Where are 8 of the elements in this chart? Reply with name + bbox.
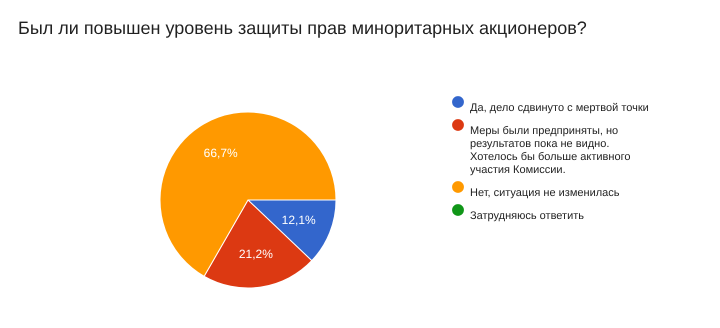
legend-label: Нет, ситуация не изменилась: [470, 187, 620, 199]
legend-label: Да, дело сдвинуто с мертвой точки: [470, 102, 649, 114]
legend-label: Меры были предприняты, но результатов пока не видно. Хотелось бы больше активного участия Комиссии.: [470, 125, 630, 176]
data-label: 12,1%: [282, 213, 316, 228]
data-label: 66,7%: [204, 146, 238, 160]
legend-label: Затрудняюсь ответить: [470, 210, 584, 222]
data-label: 21,2%: [238, 246, 274, 261]
chart-title: Был ли повышен уровень защиты прав миноритарных акционеров?: [18, 18, 587, 38]
